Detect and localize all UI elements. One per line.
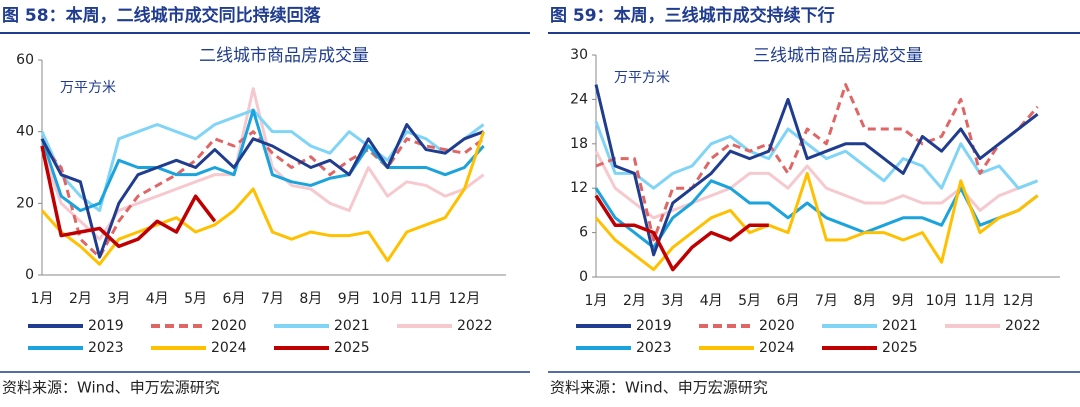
line-series: [594, 194, 769, 272]
legend-label: 2023: [636, 340, 672, 356]
x-tick-label: 3月: [661, 293, 684, 309]
line-series: [594, 171, 1039, 272]
y-tick-label: 24: [570, 91, 588, 107]
chart-title: 三线城市商品房成交量: [753, 46, 923, 66]
line-series: [40, 131, 486, 266]
y-tick-label: 40: [16, 124, 34, 140]
y-tick-label: 0: [25, 267, 34, 283]
line-series: [595, 83, 1039, 242]
legend-label: 2019: [88, 318, 124, 334]
x-tick-label: 1月: [585, 293, 608, 309]
line-series: [40, 87, 485, 241]
chart-title: 二线城市商品房成交量: [199, 46, 369, 66]
line-series: [594, 121, 1039, 190]
legend-label: 2021: [882, 318, 918, 334]
legend-label: 2024: [211, 340, 247, 356]
legend-label: 2025: [334, 340, 370, 356]
line-series: [594, 84, 1039, 257]
x-tick-label: 12月: [448, 291, 480, 307]
x-tick-label: 6月: [223, 291, 246, 307]
line-series: [40, 123, 485, 259]
x-tick-label: 11月: [410, 291, 442, 307]
x-tick-label: 2月: [623, 293, 646, 309]
figure-title: 图 58：本周，二线城市成交同比持续回落: [2, 5, 322, 26]
x-tick-label: 12月: [1002, 293, 1034, 309]
y-tick-label: 20: [16, 195, 34, 211]
y-tick-label: 0: [579, 269, 588, 285]
x-tick-label: 8月: [853, 293, 876, 309]
legend-label: 2019: [636, 318, 672, 334]
source: 资料来源：Wind、申万宏源研究: [550, 379, 768, 397]
x-tick-label: 7月: [815, 293, 838, 309]
legend-label: 2021: [334, 318, 370, 334]
legend-label: 2020: [211, 318, 247, 334]
legend-label: 2020: [759, 318, 795, 334]
legend-label: 2025: [882, 340, 918, 356]
legend-label: 2022: [1005, 318, 1041, 334]
line-series: [40, 108, 485, 212]
x-tick-label: 8月: [299, 291, 322, 307]
y-tick-label: 30: [570, 47, 588, 63]
unit-label: 万平方米: [614, 70, 670, 86]
x-tick-label: 1月: [31, 291, 54, 307]
y-tick-label: 6: [579, 225, 588, 241]
x-tick-label: 3月: [107, 291, 130, 307]
x-tick-label: 10月: [926, 293, 958, 309]
legend-label: 2022: [457, 318, 493, 334]
y-tick-label: 12: [570, 180, 588, 196]
legend-label: 2023: [88, 340, 124, 356]
x-tick-label: 5月: [184, 291, 207, 307]
x-tick-label: 9月: [892, 293, 915, 309]
figure-title: 图 59：本周，三线城市成交持续下行: [550, 5, 835, 26]
source: 资料来源：Wind、申万宏源研究: [2, 379, 220, 397]
x-tick-label: 4月: [700, 293, 723, 309]
legend-label: 2024: [759, 340, 795, 356]
x-tick-label: 4月: [146, 291, 169, 307]
unit-label: 万平方米: [60, 80, 116, 96]
y-tick-label: 18: [570, 136, 588, 152]
x-tick-label: 2月: [69, 291, 92, 307]
x-tick-label: 11月: [964, 293, 996, 309]
x-tick-label: 7月: [261, 291, 284, 307]
x-tick-label: 6月: [777, 293, 800, 309]
x-tick-label: 5月: [738, 293, 761, 309]
x-tick-label: 10月: [372, 291, 404, 307]
x-tick-label: 9月: [338, 291, 361, 307]
y-tick-label: 60: [16, 52, 34, 68]
line-series: [40, 145, 217, 249]
